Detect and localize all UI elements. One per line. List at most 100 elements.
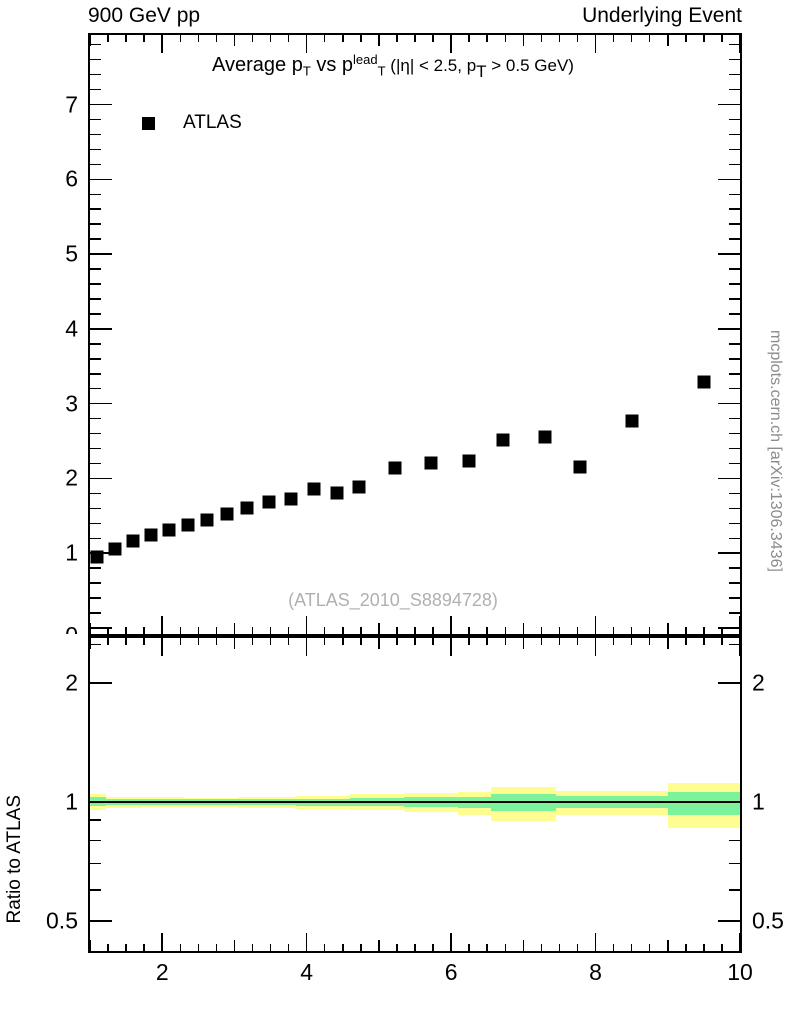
legend-item-label: ATLAS [183, 112, 242, 133]
data-point-marker [162, 523, 176, 537]
axis-tick [90, 623, 91, 634]
axis-tick [378, 623, 380, 634]
axis-tick [729, 447, 740, 450]
axis-tick [125, 638, 127, 645]
axis-tick [729, 313, 740, 315]
axis-tick [540, 638, 543, 645]
y-axis-tick-label: 0 [65, 622, 78, 634]
axis-tick [143, 638, 145, 645]
axis-tick [729, 597, 740, 599]
ratio-y-axis-tick-label-right: 1 [752, 788, 765, 815]
axis-tick [450, 933, 452, 951]
axis-tick [522, 940, 525, 951]
axis-tick [432, 35, 434, 42]
axis-tick [729, 522, 740, 525]
axis-tick [90, 193, 101, 196]
axis-tick [323, 35, 326, 42]
ratio-reference-line [90, 801, 740, 804]
axis-tick [450, 616, 452, 634]
axis-tick [90, 682, 112, 684]
axis-tick [107, 944, 109, 951]
axis-tick [90, 507, 101, 510]
analysis-id-watermark: (ATLAS_2010_S8894728) [288, 590, 498, 610]
x-axis-tick-label: 6 [444, 959, 458, 985]
axis-tick [360, 627, 362, 634]
ratio-y-axis-tick-label: 1 [65, 788, 78, 815]
axis-tick [90, 238, 101, 240]
source-credit: mcplots.cern.ch [arXiv:1306.3436] [767, 330, 784, 572]
title-cuts-sub: T [476, 62, 487, 82]
axis-tick [233, 623, 236, 634]
axis-tick [729, 58, 740, 61]
axis-tick [269, 627, 272, 634]
axis-tick [729, 507, 740, 510]
axis-tick [729, 118, 740, 121]
axis-tick [90, 462, 101, 465]
y-axis-tick-label: 2 [65, 464, 78, 491]
axis-tick [396, 35, 398, 42]
axis-tick [143, 944, 145, 951]
main-plot-area [90, 35, 740, 634]
axis-tick [233, 638, 236, 649]
axis-tick [504, 944, 507, 951]
axis-tick [558, 35, 561, 42]
axis-tick [90, 537, 101, 540]
axis-tick [703, 944, 705, 951]
axis-tick [251, 35, 254, 42]
x-axis-tick-label: 8 [589, 959, 602, 985]
axis-tick [558, 638, 561, 645]
axis-tick [90, 283, 101, 285]
data-point-marker [573, 460, 587, 474]
axis-tick [468, 35, 470, 42]
axis-tick [721, 627, 723, 634]
axis-tick [718, 253, 740, 255]
axis-tick [90, 358, 101, 360]
ratio-band-inner [667, 791, 740, 816]
axis-tick [729, 492, 740, 495]
axis-tick [414, 638, 416, 645]
ratio-plot-frame [88, 636, 742, 953]
x-axis-tick-label: 2 [155, 959, 169, 985]
axis-tick [432, 638, 434, 645]
axis-tick [215, 638, 218, 645]
data-point-marker [496, 433, 510, 447]
axis-tick [90, 477, 112, 480]
axis-tick [287, 35, 290, 42]
axis-tick [360, 944, 362, 951]
axis-tick [378, 940, 380, 951]
axis-tick [729, 462, 740, 465]
axis-tick [432, 627, 434, 634]
ratio-y-axis-tick-label: 0.5 [46, 907, 78, 934]
axis-tick [576, 35, 579, 42]
axis-tick [576, 944, 579, 951]
axis-tick [718, 178, 740, 181]
axis-tick [90, 387, 101, 390]
axis-tick [90, 567, 101, 569]
data-point-marker [262, 495, 276, 509]
axis-tick [729, 387, 740, 390]
axis-tick [729, 373, 740, 375]
axis-tick [90, 163, 101, 166]
axis-tick [269, 944, 272, 951]
axis-tick [90, 627, 112, 629]
x-axis-tick-label: 10 [727, 959, 753, 985]
axis-tick [594, 616, 597, 634]
axis-tick [540, 627, 543, 634]
axis-tick [468, 638, 470, 645]
data-point-marker [108, 542, 122, 556]
header-analysis-label: Underlying Event [582, 4, 742, 27]
data-point-marker [307, 482, 321, 496]
axis-tick [648, 638, 651, 645]
axis-tick [729, 862, 740, 865]
axis-tick [739, 35, 740, 53]
axis-tick [90, 373, 101, 375]
axis-tick [630, 944, 633, 951]
axis-tick [90, 178, 112, 181]
header-beam-label: 900 GeV pp [88, 4, 201, 27]
axis-tick [107, 638, 109, 645]
axis-tick [703, 627, 705, 634]
axis-tick [90, 643, 101, 646]
axis-tick [729, 612, 740, 614]
axis-tick [90, 253, 112, 255]
